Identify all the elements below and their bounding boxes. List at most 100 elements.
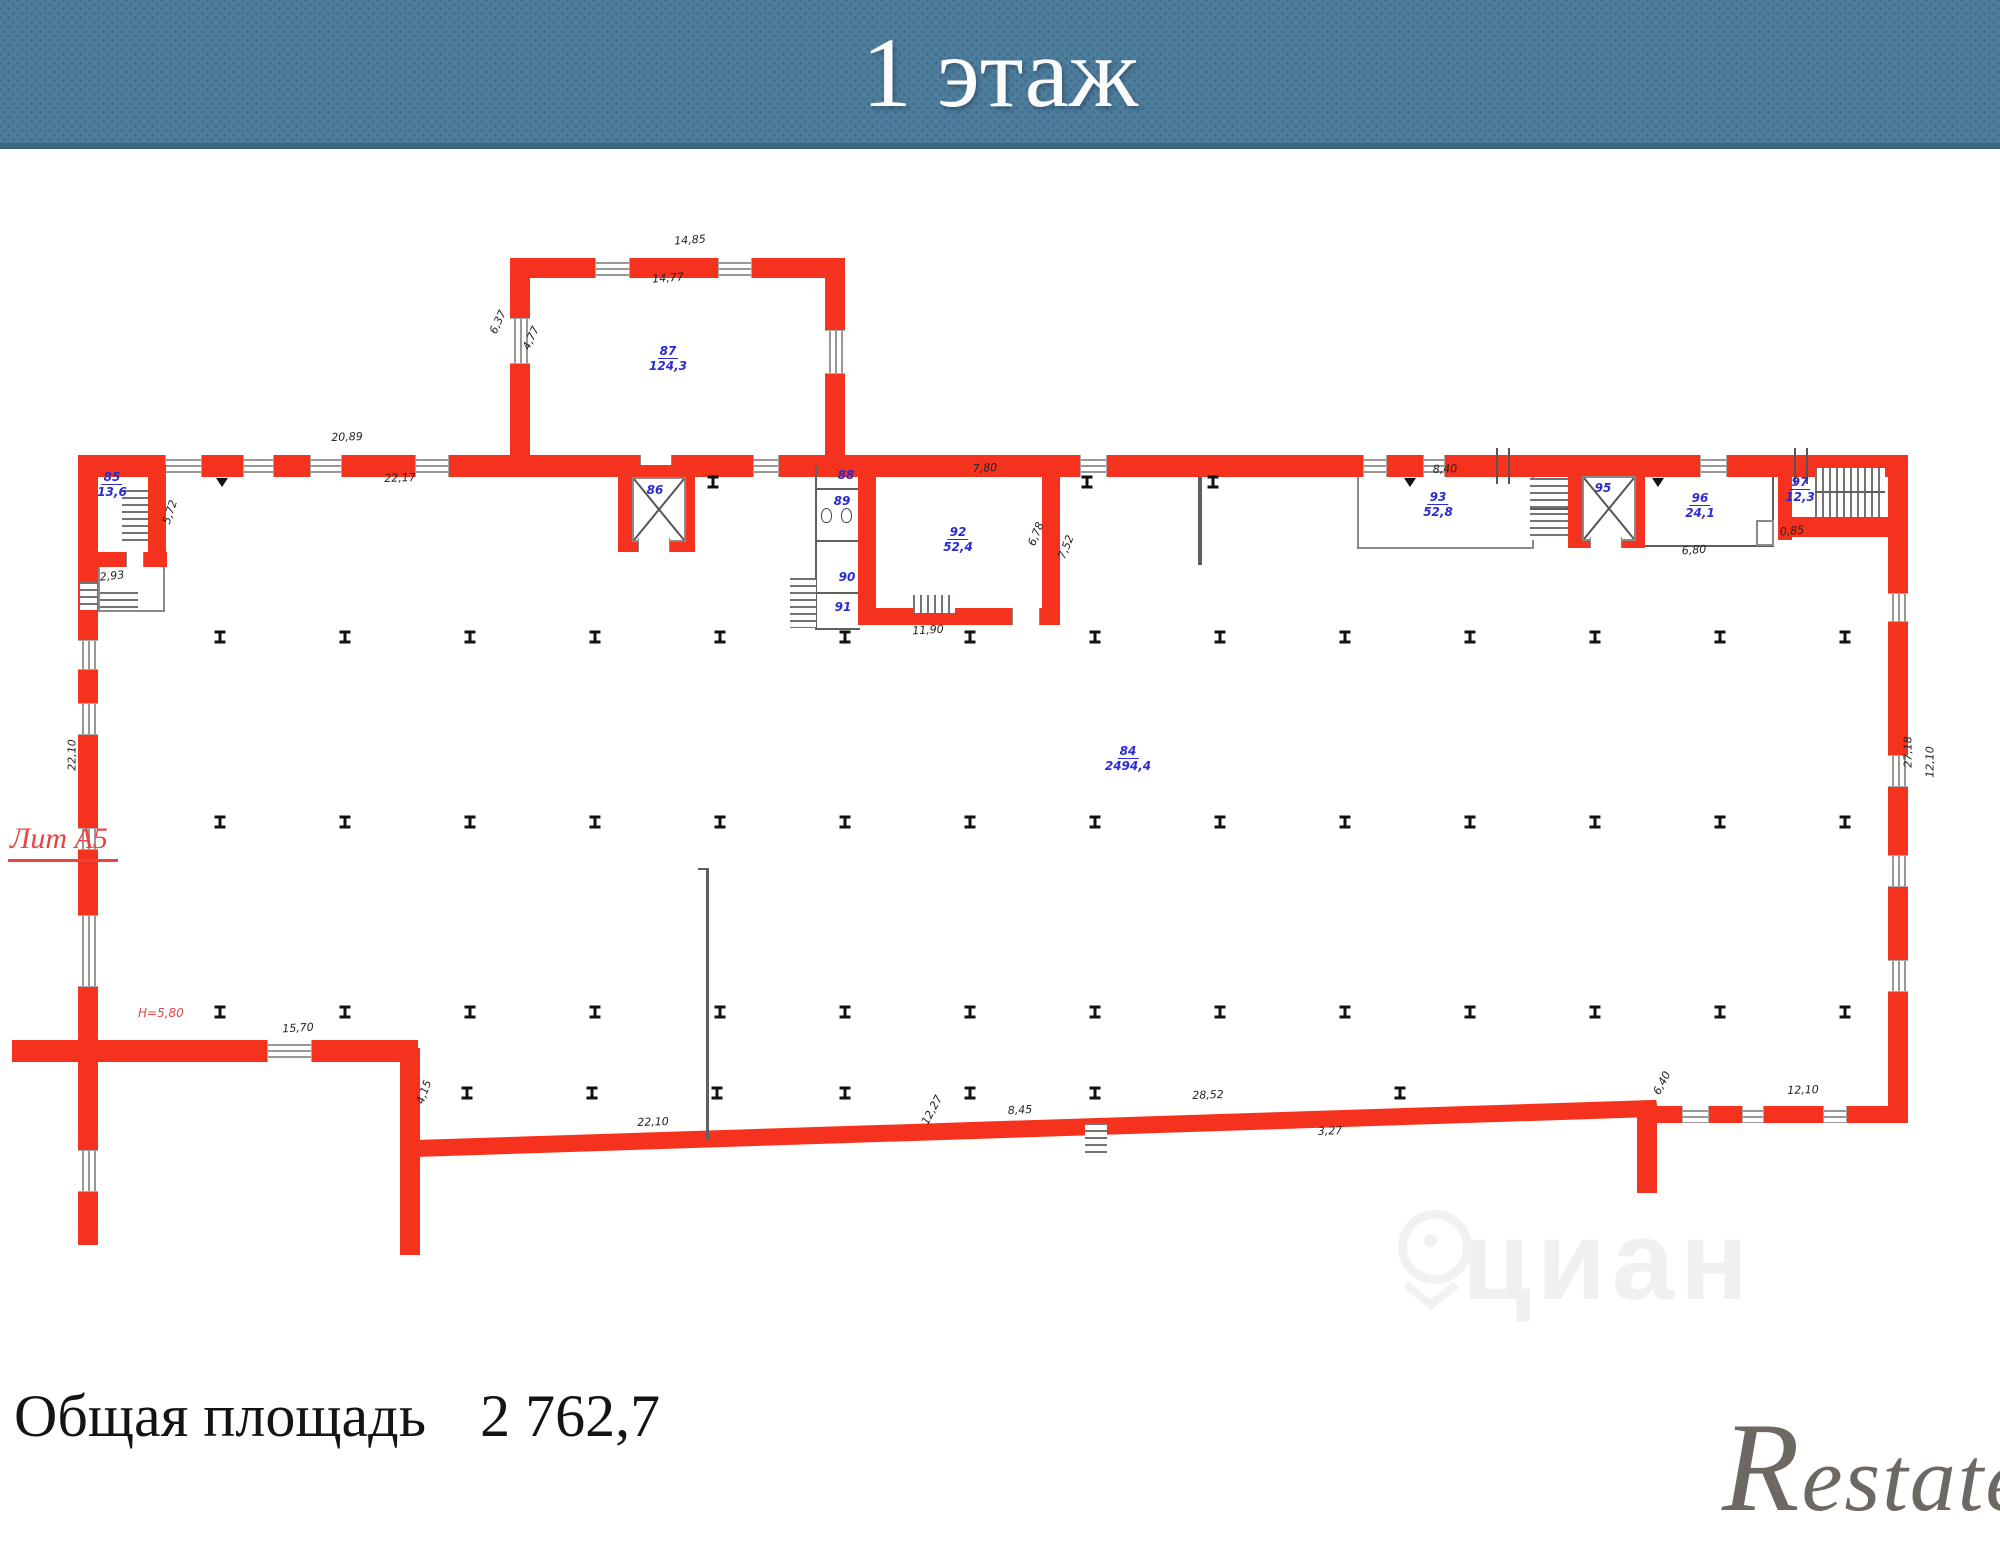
room-label: 97 12,3 — [1785, 475, 1815, 505]
column-marker-icon — [1339, 1005, 1351, 1019]
stair-midline — [1815, 491, 1885, 493]
partition-line — [698, 868, 709, 870]
column-marker-icon — [214, 815, 226, 829]
room-label: 86 — [646, 483, 664, 497]
column-marker-icon — [1589, 1005, 1601, 1019]
window-opening — [510, 318, 530, 364]
dimension-label: 14,77 — [651, 270, 685, 286]
column-marker-icon — [589, 815, 601, 829]
toilet-icon — [841, 508, 852, 523]
column-marker-icon — [586, 1086, 598, 1100]
dimension-label: 22,17 — [384, 470, 416, 486]
column-marker-icon — [1089, 815, 1101, 829]
window-opening — [1888, 960, 1908, 992]
window-opening — [1823, 1106, 1847, 1123]
dimension-tick — [1508, 448, 1510, 484]
dimension-label: 0,85 — [1779, 523, 1805, 539]
window-opening — [310, 455, 342, 477]
column-marker-icon — [1839, 815, 1851, 829]
door-jamb — [1756, 520, 1774, 546]
column-marker-icon — [714, 815, 726, 829]
partition-line — [815, 628, 860, 630]
stairwell-wall — [148, 465, 166, 567]
stair-flight — [122, 490, 148, 542]
column-marker-icon — [1714, 630, 1726, 644]
cian-watermark: циан — [1462, 1198, 1754, 1323]
annex-wall-top — [510, 258, 845, 278]
dimension-tick — [1794, 448, 1796, 484]
column-marker-icon — [1589, 630, 1601, 644]
window-opening — [1742, 1106, 1764, 1123]
column-marker-icon — [214, 630, 226, 644]
benchmark-icon — [216, 478, 228, 487]
wall-left-leg — [400, 1048, 420, 1255]
window-opening — [78, 640, 98, 670]
column-marker-icon — [711, 1086, 723, 1100]
room-label: 89 — [833, 494, 851, 508]
benchmark-icon — [1652, 478, 1664, 487]
column-marker-icon — [1207, 475, 1219, 489]
column-marker-icon — [964, 1005, 976, 1019]
column-marker-icon — [464, 630, 476, 644]
window-opening — [718, 258, 752, 278]
column-marker-icon — [1839, 630, 1851, 644]
benchmark-icon — [1404, 478, 1416, 487]
window-opening — [78, 703, 98, 735]
column-marker-icon — [1214, 1005, 1226, 1019]
partition-line — [815, 465, 817, 630]
window-opening — [1888, 855, 1908, 887]
column-marker-icon — [1339, 630, 1351, 644]
column-marker-icon — [1089, 630, 1101, 644]
dimension-label: 22,10 — [637, 1114, 669, 1130]
column-marker-icon — [714, 630, 726, 644]
window-opening — [78, 828, 98, 850]
room-label: 85 13,6 — [97, 470, 127, 500]
room-label: 88 — [837, 468, 855, 482]
dimension-label: 8,40 — [1432, 462, 1458, 476]
cian-pin-dot-icon — [1424, 1234, 1437, 1247]
window-opening — [1363, 455, 1387, 477]
column-marker-icon — [589, 1005, 601, 1019]
window-opening — [753, 455, 779, 477]
column-marker-icon — [964, 815, 976, 829]
column-marker-icon — [1464, 815, 1476, 829]
cian-pin-icon — [1398, 1210, 1472, 1284]
dimension-label: 11,90 — [911, 622, 945, 638]
exterior-steps — [1085, 1123, 1107, 1157]
wall-top — [78, 455, 1908, 477]
column-marker-icon — [339, 1005, 351, 1019]
partition-line — [815, 592, 860, 594]
column-marker-icon — [714, 1005, 726, 1019]
partition-line — [1198, 477, 1202, 565]
room97-wall-bottom — [1778, 517, 1893, 537]
column-marker-icon — [964, 1086, 976, 1100]
window-opening — [1423, 455, 1445, 477]
toilet-icon — [821, 508, 832, 523]
room92-wall-left — [858, 470, 876, 625]
window-opening — [1700, 455, 1727, 477]
elevator-door — [638, 538, 670, 552]
dimension-label: 7,80 — [972, 460, 998, 476]
partition-line — [815, 488, 860, 490]
column-marker-icon — [339, 630, 351, 644]
radiator — [913, 595, 955, 613]
window-opening — [825, 330, 845, 374]
wall-bottom-slanted — [415, 1099, 1657, 1157]
column-marker-icon — [1714, 815, 1726, 829]
dimension-label: 8,45 — [1007, 1102, 1033, 1118]
window-opening — [267, 1040, 312, 1062]
room96-bottom-line — [1645, 545, 1772, 547]
column-marker-icon — [214, 1005, 226, 1019]
wall-right — [1888, 455, 1908, 1123]
column-marker-icon — [839, 1005, 851, 1019]
floor-title: 1 этаж — [861, 17, 1139, 128]
column-marker-icon — [1089, 1005, 1101, 1019]
room-label: 92 52,4 — [943, 525, 973, 555]
stair-flight — [790, 578, 816, 628]
dimension-label: 2,93 — [99, 568, 125, 584]
column-marker-icon — [589, 630, 601, 644]
window-opening — [165, 455, 202, 477]
dimension-label: 22,10 — [65, 739, 79, 771]
door-opening — [126, 552, 144, 567]
